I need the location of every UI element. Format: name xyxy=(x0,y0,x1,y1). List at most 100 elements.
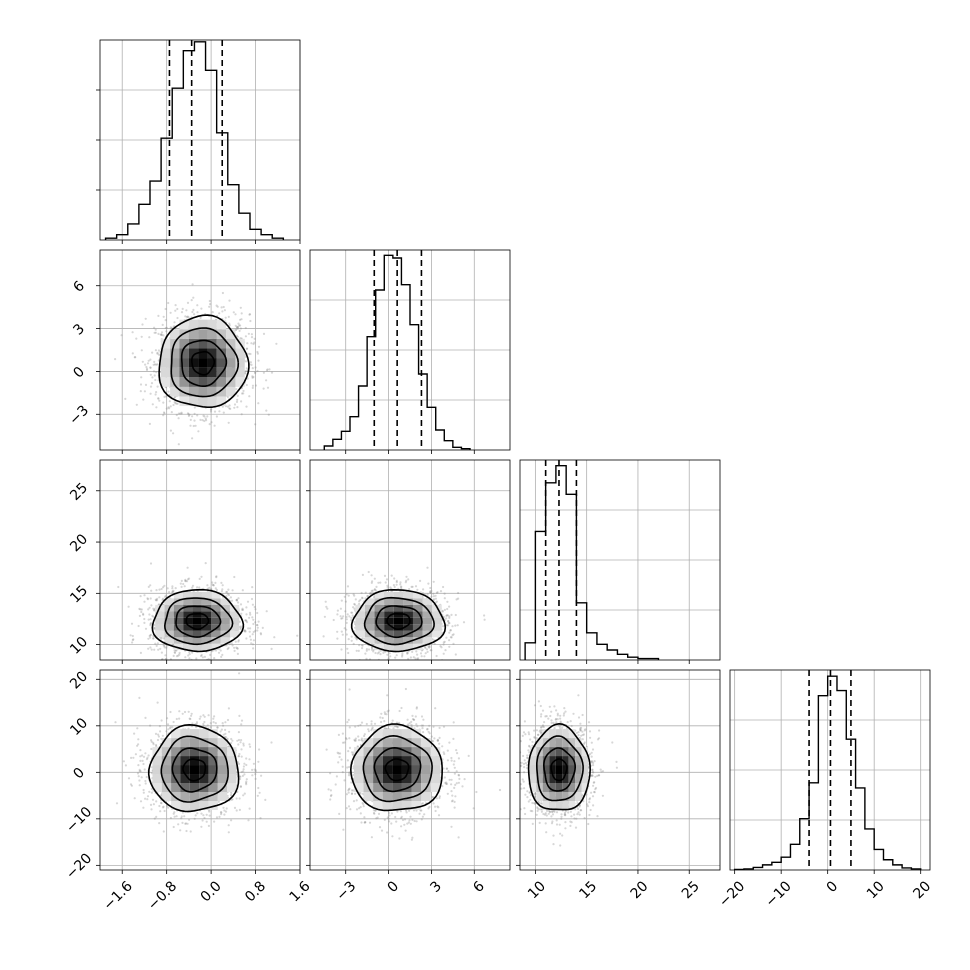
scatter-point-0.7-0.5 xyxy=(251,768,254,772)
scatter-point-0.4-10.3 xyxy=(234,640,237,643)
scatter-point--0.5-13 xyxy=(183,710,187,714)
scatter-point-0.8-10.4 xyxy=(252,639,255,642)
density-cell xyxy=(216,396,227,407)
scatter-point--3.5-13.3 xyxy=(336,609,339,612)
density-cell xyxy=(173,604,184,612)
density-cell xyxy=(189,774,200,784)
scatter-point-0.4-4 xyxy=(234,313,237,316)
scatter-point-0.8-1.8 xyxy=(252,762,255,765)
scatter-point-4.2-9.8 xyxy=(448,645,451,648)
density-cell xyxy=(170,367,180,378)
scatter-point--1-15.3 xyxy=(155,589,158,592)
scatter-point-0.5-3 xyxy=(236,327,239,330)
density-cell xyxy=(374,604,385,612)
scatter-point--0.6-9.1 xyxy=(379,653,382,656)
density-cell xyxy=(208,756,218,766)
density-cell xyxy=(160,377,171,387)
density-cell xyxy=(189,783,200,792)
scatter-point-0.8-11.9 xyxy=(256,624,259,627)
scatter-point-0.2-8.1 xyxy=(222,733,225,736)
scatter-point-0.6-0.7 xyxy=(242,768,245,771)
density-cell xyxy=(198,329,208,339)
scatter-point-4.8-14.4 xyxy=(455,598,458,601)
scatter-point--1.4-8.3 xyxy=(133,732,136,735)
histogram-bin xyxy=(865,829,874,870)
scatter-point--2.6-4.3 xyxy=(350,751,353,754)
scatter-point--3-11.5 xyxy=(345,628,348,631)
scatter-point-1.3-9.1 xyxy=(406,652,409,655)
density-cell xyxy=(364,617,375,625)
scatter-point--0.9-3.3 xyxy=(161,323,164,326)
scatter-point--0.4-9.1 xyxy=(188,653,191,656)
scatter-point-0.6-6.2 xyxy=(242,742,245,745)
scatter-point--1.3-12.8 xyxy=(138,614,141,618)
scatter-point-1.9-15.7 xyxy=(414,585,418,588)
density-cell xyxy=(201,617,212,625)
density-cell xyxy=(198,338,208,349)
histogram-bin xyxy=(597,644,607,660)
scatter-point-2.4-15.4 xyxy=(422,588,425,591)
scatter-point-0.3--2.6 xyxy=(228,407,231,410)
scatter-point-0.5-2.3 xyxy=(239,337,242,340)
scatter-point-0.6-1.6 xyxy=(245,347,248,350)
scatter-point--1.1--0.8 xyxy=(150,382,154,385)
scatter-point--0.2-16.7 xyxy=(383,574,387,578)
density-cell xyxy=(364,604,375,612)
density-cell xyxy=(216,329,227,339)
scatter-point-1.2-16.1 xyxy=(404,581,407,584)
scatter-point--1.2--1.9 xyxy=(144,779,147,783)
scatter-point--1--5.9 xyxy=(151,798,155,801)
density-cells xyxy=(152,729,237,810)
scatter-point-0.1--6.3 xyxy=(217,800,220,803)
scatter-point--0.8--7.6 xyxy=(167,806,170,809)
scatter-point-0.1-4.1 xyxy=(218,312,221,315)
scatter-point--1.8-6.8 xyxy=(361,739,364,743)
scatter-point--1-6.9 xyxy=(156,738,160,742)
scatter-point--0.8-8.8 xyxy=(165,730,168,733)
scatter-point--1.3-13.4 xyxy=(139,608,142,611)
scatter-point--1.4-17.1 xyxy=(367,570,370,574)
histogram-bin xyxy=(194,42,205,240)
scatter-point-2.8-9.7 xyxy=(428,646,431,649)
density-cell xyxy=(226,338,236,349)
scatter-point-0.8-11.4 xyxy=(256,629,259,632)
scatter-point--0.9-14.5 xyxy=(161,597,165,600)
scatter-point--1.3--1.8 xyxy=(138,779,141,782)
scatter-point-0.5-2.8 xyxy=(238,329,241,332)
scatter-point-0.1-15.5 xyxy=(214,587,217,590)
scatter-point-0.8--0.4 xyxy=(254,773,257,776)
scatter-point--1.2-0.2 xyxy=(145,367,149,370)
scatter-point-0.7-12.9 xyxy=(249,613,252,616)
scatter-point--1.7-15.6 xyxy=(117,585,120,589)
axes-frame xyxy=(309,459,511,661)
scatter-point-0.6-11.4 xyxy=(243,629,247,632)
histogram-bin xyxy=(800,819,809,870)
density-cell xyxy=(216,386,227,397)
scatter-point--0.6--3.3 xyxy=(177,417,180,420)
scatter-point-0.8-2 xyxy=(253,341,256,344)
scatter-point-1.6-15.6 xyxy=(410,585,413,589)
scatter-point-0-15.4 xyxy=(210,587,213,591)
scatter-point-0.3-9.7 xyxy=(227,646,230,650)
scatter-point--0.3-4 xyxy=(193,313,196,316)
scatter-point--3.3-12.5 xyxy=(340,617,343,620)
scatter-point-0-8.6 xyxy=(207,658,210,660)
contour-2-sigma xyxy=(147,723,240,813)
scatter-point-0-9.7 xyxy=(209,726,212,729)
scatter-point--1.3--0.8 xyxy=(137,775,140,778)
scatter-point-0.7--0.6 xyxy=(251,774,254,777)
scatter-point--1.1-10.9 xyxy=(149,634,152,637)
contour-1.5-sigma xyxy=(163,597,234,646)
scatter-point-4.3-11.4 xyxy=(449,629,452,632)
scatter-point--0.7--4.1 xyxy=(169,429,172,432)
scatter-point-0.1-9.7 xyxy=(216,726,219,729)
density-cell xyxy=(403,637,413,644)
density-cell xyxy=(208,747,218,757)
scatter-point--1--9.6 xyxy=(155,815,158,819)
scatter-point-0.2--9.1 xyxy=(223,813,226,816)
scatter-point-0.7-15.6 xyxy=(251,586,254,589)
scatter-point-4.1--4.6 xyxy=(446,792,449,795)
scatter-point--1.1-2.4 xyxy=(148,336,151,339)
scatter-point-0.5-14.4 xyxy=(235,598,239,601)
scatter-point--0.8-10.3 xyxy=(166,723,170,726)
